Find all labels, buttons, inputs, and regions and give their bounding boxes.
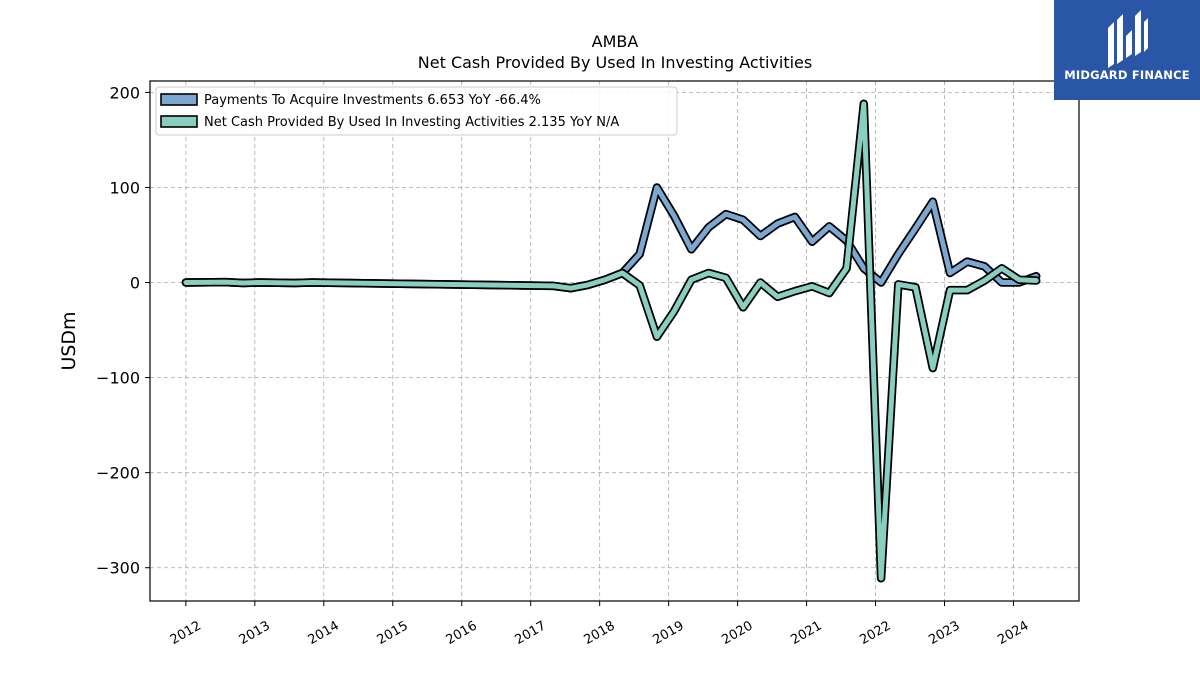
y-tick-label: 200 [109, 83, 140, 102]
x-tick-label: 2020 [719, 618, 755, 648]
midgard-logo-icon [1108, 10, 1148, 68]
x-tick-label: 2016 [444, 618, 480, 648]
legend: Payments To Acquire Investments 6.653 Yo… [155, 86, 678, 136]
x-tick-label: 2021 [788, 618, 824, 648]
x-tick-label: 2017 [513, 618, 549, 648]
x-tick-label: 2018 [582, 618, 618, 648]
x-tick-label: 2022 [857, 618, 893, 648]
legend-box [155, 86, 678, 136]
x-tick-label: 2013 [237, 618, 273, 648]
legend-label-payments: Payments To Acquire Investments 6.653 Yo… [204, 93, 541, 108]
y-tick-label: 100 [109, 178, 140, 197]
series-line-net-cash [183, 101, 1039, 581]
series-group [181, 99, 1041, 583]
x-tick-label: 2023 [926, 618, 962, 648]
legend-swatch-net-cash [160, 115, 198, 128]
legend-swatch-payments [160, 93, 198, 106]
x-tick-label: 2012 [168, 618, 204, 648]
y-tick-label: −100 [96, 369, 140, 388]
series-outline-net-cash [181, 99, 1041, 583]
y-axis-label: USDm [58, 311, 80, 370]
y-tick-label: 0 [130, 274, 140, 293]
x-tick-label: 2015 [375, 618, 411, 648]
brand-name: MIDGARD FINANCE [1064, 68, 1190, 82]
x-tick-label: 2019 [650, 618, 686, 648]
x-tick-label: 2024 [995, 618, 1031, 648]
chart-title: Net Cash Provided By Used In Investing A… [418, 53, 812, 72]
plot-frame [149, 80, 1080, 602]
legend-label-net-cash: Net Cash Provided By Used In Investing A… [204, 115, 619, 130]
y-tick-label: −200 [96, 464, 140, 483]
chart-title-ticker: AMBA [592, 32, 639, 51]
brand-logo: MIDGARD FINANCE [1054, 0, 1200, 100]
y-tick-label: −300 [96, 559, 140, 578]
x-tick-label: 2014 [306, 618, 342, 648]
